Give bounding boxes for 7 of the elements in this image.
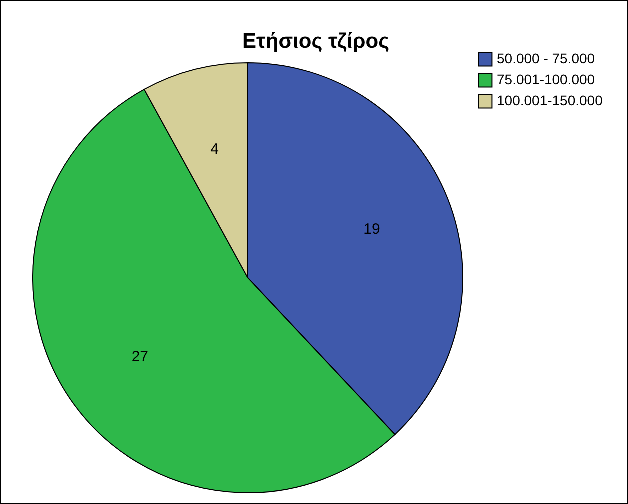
data-label: 27 <box>132 348 148 366</box>
data-label: 19 <box>364 220 380 238</box>
legend-label: 100.001-150.000 <box>497 92 604 108</box>
chart-title: Ετήσιος τζίρος <box>242 30 390 53</box>
data-label: 4 <box>210 140 220 158</box>
legend-label: 75.001-100.000 <box>497 72 596 88</box>
legend-label: 50.000 - 75.000 <box>497 50 596 66</box>
